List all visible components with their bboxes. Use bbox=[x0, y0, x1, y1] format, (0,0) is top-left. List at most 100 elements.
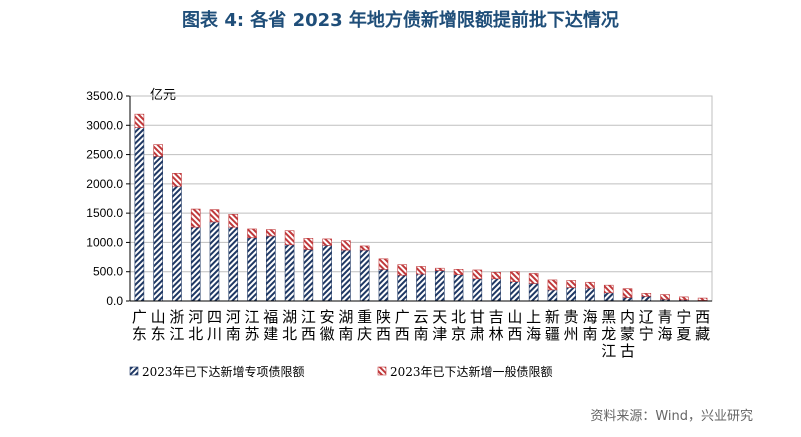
bar-general-贵州 bbox=[566, 280, 576, 288]
y-tick-label: 2500.0 bbox=[86, 148, 123, 162]
x-tick-label: 天津 bbox=[432, 308, 447, 343]
bar-general-宁夏 bbox=[679, 296, 689, 301]
x-tick-label: 山东 bbox=[151, 308, 166, 343]
x-tick-label: 云南 bbox=[413, 308, 428, 343]
bar-general-甘肃 bbox=[472, 269, 483, 280]
x-tick-label: 浙江 bbox=[169, 308, 184, 343]
bar-general-湖南 bbox=[341, 240, 351, 251]
x-tick-label: 广东 bbox=[132, 308, 147, 343]
bar-special-江西 bbox=[303, 249, 314, 302]
bar-general-山东 bbox=[153, 144, 163, 157]
x-tick-label: 西藏 bbox=[695, 308, 710, 343]
x-tick-label: 四川 bbox=[207, 308, 222, 343]
bars bbox=[134, 113, 708, 302]
bar-special-内蒙古 bbox=[622, 297, 633, 302]
bar-special-福建 bbox=[266, 235, 276, 302]
bar-general-山西 bbox=[510, 271, 520, 282]
bar-general-浙江 bbox=[172, 173, 182, 187]
bar-special-广西 bbox=[397, 274, 408, 302]
bar-general-青海 bbox=[660, 294, 670, 300]
bar-general-四川 bbox=[209, 209, 220, 223]
x-tick-label: 广西 bbox=[395, 308, 410, 343]
bar-special-吉林 bbox=[491, 278, 501, 302]
chart-title: 图表 4: 各省 2023 年地方债新增限额提前批下达情况 bbox=[182, 10, 619, 31]
bar-general-重庆 bbox=[359, 245, 370, 251]
x-tick-label: 河北 bbox=[188, 308, 203, 343]
bar-general-吉林 bbox=[491, 271, 501, 280]
x-tick-labels: 广东山东浙江河北四川河南江苏福建湖北江西安徽湖南重庆陕西广西云南天津北京甘肃吉林… bbox=[132, 308, 710, 360]
x-tick-label: 福建 bbox=[263, 308, 278, 343]
x-tick-label: 辽宁 bbox=[639, 308, 654, 343]
legend-general-label: 2023年已下达新增一般债限额 bbox=[390, 364, 553, 379]
bar-general-江苏 bbox=[247, 228, 257, 239]
x-tick-label: 吉林 bbox=[489, 308, 504, 343]
legend: 2023年已下达新增专项债限额 2023年已下达新增一般债限额 bbox=[129, 364, 553, 379]
bar-special-四川 bbox=[209, 221, 220, 302]
x-tick-label: 湖南 bbox=[338, 308, 353, 343]
x-tick-label: 山西 bbox=[507, 308, 522, 343]
x-tick-label: 宁夏 bbox=[676, 308, 691, 343]
bar-general-安徽 bbox=[322, 238, 332, 246]
bar-special-山东 bbox=[153, 156, 163, 302]
bar-general-新疆 bbox=[547, 279, 558, 291]
x-tick-label: 新疆 bbox=[545, 308, 560, 343]
bar-special-安徽 bbox=[322, 245, 332, 302]
bar-general-福建 bbox=[266, 229, 276, 237]
bar-general-上海 bbox=[528, 273, 539, 284]
source-note: 资料来源：Wind，兴业研究 bbox=[590, 409, 753, 424]
bar-general-北京 bbox=[453, 269, 464, 275]
axes: 0.0 500.0 1000.0 1500.0 2000.0 2500.0 3000.0 35… bbox=[86, 89, 713, 308]
x-tick-label: 陕西 bbox=[376, 308, 391, 343]
bar-special-新疆 bbox=[547, 289, 558, 302]
bar-special-河南 bbox=[228, 226, 239, 302]
bar-general-广东 bbox=[134, 113, 145, 128]
bar-general-云南 bbox=[416, 266, 426, 275]
bar-special-贵州 bbox=[566, 287, 576, 302]
legend-special-swatch bbox=[129, 366, 139, 376]
bar-special-天津 bbox=[434, 270, 445, 302]
bar-general-湖北 bbox=[284, 230, 295, 246]
x-tick-label: 北京 bbox=[451, 308, 466, 343]
y-tick-label: 3500.0 bbox=[86, 89, 123, 103]
bar-general-广西 bbox=[397, 264, 408, 276]
bar-special-湖南 bbox=[341, 249, 351, 302]
x-tick-label: 内蒙古 bbox=[620, 308, 635, 360]
x-tick-label: 黑龙江 bbox=[601, 308, 616, 360]
bar-general-黑龙江 bbox=[603, 284, 614, 294]
x-tick-label: 青海 bbox=[658, 308, 673, 343]
legend-general-swatch bbox=[377, 366, 387, 376]
bar-special-浙江 bbox=[172, 185, 182, 302]
bar-special-云南 bbox=[416, 273, 426, 302]
x-tick-label: 河南 bbox=[226, 308, 241, 343]
x-tick-label: 重庆 bbox=[357, 308, 372, 343]
bar-special-江苏 bbox=[247, 237, 257, 302]
y-tick-label: 500.0 bbox=[93, 265, 123, 279]
bar-general-江西 bbox=[303, 238, 314, 250]
bar-general-西藏 bbox=[697, 297, 708, 301]
y-tick-label: 1000.0 bbox=[86, 235, 123, 249]
bar-special-上海 bbox=[528, 283, 539, 302]
bar-general-辽宁 bbox=[641, 293, 652, 297]
x-tick-label: 甘肃 bbox=[470, 308, 485, 343]
bar-general-天津 bbox=[434, 267, 445, 271]
bar-special-北京 bbox=[453, 274, 464, 302]
y-tick-label: 2000.0 bbox=[86, 177, 123, 191]
bar-special-重庆 bbox=[359, 249, 370, 302]
legend-special-label: 2023年已下达新增专项债限额 bbox=[142, 364, 305, 379]
x-tick-label: 海南 bbox=[582, 308, 597, 343]
x-tick-label: 贵州 bbox=[564, 308, 579, 343]
y-tick-label: 3000.0 bbox=[86, 118, 123, 132]
x-tick-label: 上海 bbox=[526, 308, 541, 343]
x-tick-label: 安徽 bbox=[320, 308, 335, 343]
bar-special-海南 bbox=[585, 287, 595, 302]
x-tick-label: 湖北 bbox=[282, 308, 297, 343]
y-tick-label: 1500.0 bbox=[86, 206, 123, 220]
bar-general-海南 bbox=[585, 281, 595, 289]
bar-general-内蒙古 bbox=[622, 288, 633, 298]
bar-special-辽宁 bbox=[641, 296, 652, 302]
x-tick-label: 江西 bbox=[301, 308, 316, 343]
bar-special-陕西 bbox=[378, 269, 389, 302]
bar-general-河南 bbox=[228, 214, 239, 228]
x-tick-label: 江苏 bbox=[245, 308, 260, 343]
bar-special-山西 bbox=[510, 281, 520, 302]
